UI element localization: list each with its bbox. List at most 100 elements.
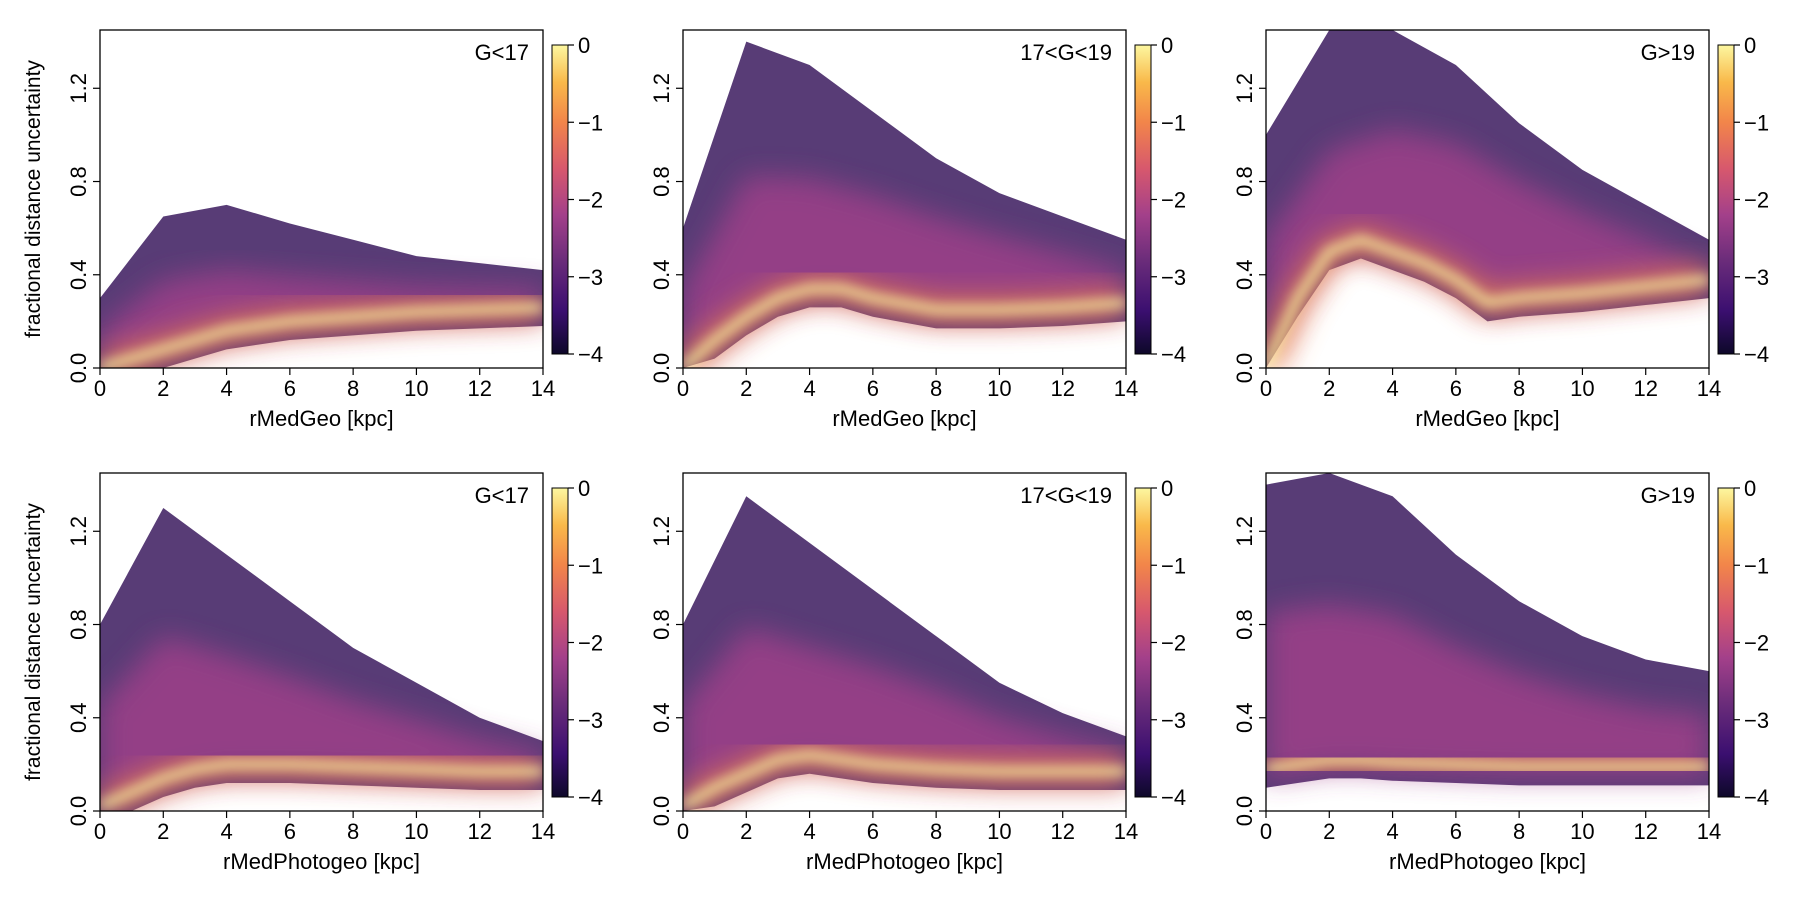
x-tick-label: 2 — [157, 819, 169, 844]
x-tick-label: 14 — [1697, 376, 1721, 401]
x-tick-label: 14 — [531, 376, 555, 401]
colorbar-tick-label: 0 — [1744, 33, 1756, 58]
x-axis-label: rMedPhotogeo [kpc] — [806, 849, 1003, 874]
panel-title: G<17 — [475, 40, 529, 65]
x-tick-label: 14 — [1114, 819, 1138, 844]
y-tick-label: 0.0 — [1232, 353, 1257, 384]
colorbar — [551, 44, 569, 355]
x-tick-label: 0 — [94, 376, 106, 401]
colorbar-tick-label: −1 — [1161, 553, 1186, 578]
x-tick-label: 12 — [467, 376, 491, 401]
y-tick-label: 1.2 — [66, 516, 91, 547]
y-tick-label: 0.0 — [66, 353, 91, 384]
panel-1: 0 2 4 6 8 10 12 14 rMedGeo [kpc] 0.0 0.4 0.8 1.2 frac… — [22, 29, 603, 431]
colorbar — [1717, 44, 1735, 355]
colorbar-tick-label: −1 — [1744, 110, 1769, 135]
panel-5: 0 2 4 6 8 10 12 14 rMedPhotogeo [kpc] 0.0 0.4 0.8 1.… — [649, 472, 1186, 874]
x-tick-label: 8 — [930, 376, 942, 401]
y-tick-label: 1.2 — [1232, 73, 1257, 104]
density-ridge-core — [1266, 234, 1709, 368]
x-tick-label: 8 — [1513, 819, 1525, 844]
colorbar-tick-label: −2 — [578, 631, 603, 656]
x-tick-label: 4 — [220, 376, 232, 401]
density-ridge-core — [683, 284, 1126, 368]
colorbar-tick-label: 0 — [578, 33, 590, 58]
x-tick-label: 4 — [803, 819, 815, 844]
y-tick-label: 1.2 — [66, 73, 91, 104]
x-tick-label: 14 — [1114, 376, 1138, 401]
colorbar-tick-label: −2 — [1744, 631, 1769, 656]
plot-frame — [1265, 472, 1710, 812]
x-tick-label: 4 — [220, 819, 232, 844]
x-axis-label: rMedPhotogeo [kpc] — [1389, 849, 1586, 874]
x-tick-label: 0 — [1260, 376, 1272, 401]
x-axis-label: rMedPhotogeo [kpc] — [223, 849, 420, 874]
y-tick-label: 0.4 — [1232, 702, 1257, 733]
colorbar-tick-label: −2 — [578, 188, 603, 213]
x-tick-label: 10 — [1570, 819, 1594, 844]
panel-2: 0 2 4 6 8 10 12 14 rMedGeo [kpc] 0.0 0.4 0.8 1.2 17<G… — [649, 29, 1186, 431]
x-tick-label: 4 — [1386, 819, 1398, 844]
colorbar-tick-label: −4 — [1161, 342, 1186, 367]
x-axis-label: rMedGeo [kpc] — [1415, 406, 1559, 431]
x-tick-label: 12 — [1633, 819, 1657, 844]
colorbar-tick-label: −2 — [1744, 188, 1769, 213]
colorbar-tick-label: −3 — [1161, 708, 1186, 733]
x-tick-label: 14 — [1697, 819, 1721, 844]
x-tick-label: 2 — [1323, 376, 1335, 401]
y-tick-label: 1.2 — [649, 516, 674, 547]
density-ridge-core — [100, 759, 543, 811]
panel-title: 17<G<19 — [1020, 40, 1112, 65]
colorbar-tick-label: −3 — [1161, 265, 1186, 290]
x-tick-label: 10 — [404, 376, 428, 401]
y-tick-label: 0.0 — [66, 796, 91, 827]
x-tick-label: 10 — [987, 819, 1011, 844]
plot-frame — [99, 29, 544, 369]
y-tick-label: 0.0 — [649, 353, 674, 384]
colorbar-tick-label: −4 — [1744, 342, 1769, 367]
x-tick-label: 10 — [1570, 376, 1594, 401]
y-tick-label: 0.8 — [649, 609, 674, 640]
y-tick-label: 1.2 — [649, 73, 674, 104]
density-layer — [683, 41, 1126, 368]
panel-title: G<17 — [475, 483, 529, 508]
x-tick-label: 12 — [1633, 376, 1657, 401]
density-ridge-core — [683, 750, 1126, 811]
panel-title: 17<G<19 — [1020, 483, 1112, 508]
y-tick-label: 0.4 — [649, 259, 674, 290]
x-tick-label: 6 — [867, 376, 879, 401]
y-tick-label: 0.4 — [649, 702, 674, 733]
colorbar-tick-label: −4 — [1161, 785, 1186, 810]
y-tick-label: 1.2 — [1232, 516, 1257, 547]
x-tick-label: 6 — [284, 819, 296, 844]
colorbar-tick-label: −4 — [578, 342, 603, 367]
colorbar-tick-label: −3 — [1744, 265, 1769, 290]
x-tick-label: 8 — [347, 376, 359, 401]
colorbar-tick-label: −1 — [1161, 110, 1186, 135]
colorbar-tick-label: −3 — [578, 708, 603, 733]
y-axis-label: fractional distance uncertainty — [22, 503, 45, 781]
density-mid — [1266, 129, 1709, 368]
colorbar-tick-label: 0 — [1161, 476, 1173, 501]
density-layer — [100, 204, 543, 368]
x-tick-label: 12 — [1050, 819, 1074, 844]
x-tick-label: 4 — [803, 376, 815, 401]
colorbar-tick-label: −1 — [1744, 553, 1769, 578]
x-tick-label: 8 — [930, 819, 942, 844]
x-tick-label: 10 — [404, 819, 428, 844]
density-ridge-core — [1266, 755, 1709, 774]
colorbar — [1134, 487, 1152, 798]
x-tick-label: 12 — [467, 819, 491, 844]
colorbar-tick-label: −1 — [578, 553, 603, 578]
x-tick-label: 2 — [740, 819, 752, 844]
x-tick-label: 14 — [531, 819, 555, 844]
panel-4: 0 2 4 6 8 10 12 14 rMedPhotogeo [kpc] 0.0 0.4 0.8 1.… — [22, 472, 603, 874]
x-axis-label: rMedGeo [kpc] — [832, 406, 976, 431]
x-tick-label: 0 — [677, 376, 689, 401]
density-layer — [100, 507, 543, 811]
y-tick-label: 0.4 — [1232, 259, 1257, 290]
plot-frame — [682, 472, 1127, 812]
density-layer — [1266, 30, 1709, 368]
